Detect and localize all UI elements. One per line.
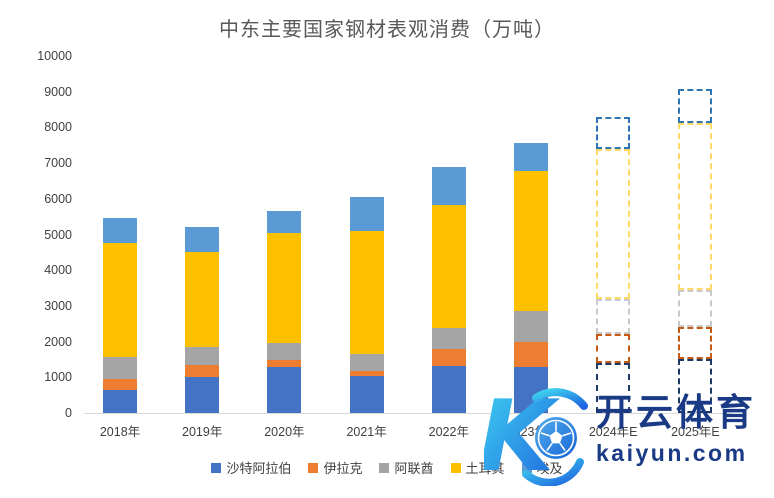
bar-segment xyxy=(267,367,302,413)
bar-segment xyxy=(431,328,466,350)
legend-item: 沙特阿拉伯 xyxy=(211,458,291,477)
y-axis-tick-label: 3000 xyxy=(44,298,72,313)
bar-segment xyxy=(431,365,466,413)
x-axis-tick-label: 2025年E xyxy=(671,425,720,439)
bar-segment xyxy=(514,143,548,171)
legend-item: 埃及 xyxy=(521,458,563,477)
bar-segment xyxy=(678,88,713,123)
legend-item: 阿联酋 xyxy=(379,458,434,477)
bar-segment xyxy=(349,375,384,413)
legend-swatch-icon xyxy=(521,462,532,473)
bar-segment xyxy=(514,311,548,343)
x-axis-tick-label: 2020年 xyxy=(264,425,305,439)
bar-segment xyxy=(514,342,548,367)
bar-segment xyxy=(185,252,220,347)
x-axis-tick-label: 2022年 xyxy=(428,425,469,439)
legend-swatch-icon xyxy=(308,462,319,473)
bar-segment xyxy=(678,289,713,328)
bar-segment xyxy=(514,170,548,312)
x-axis-tick-label: 2018年 xyxy=(99,425,141,439)
plot-area xyxy=(84,56,732,414)
x-axis-tick-label: 2024年E xyxy=(588,425,638,439)
legend-item: 伊拉克 xyxy=(308,458,362,477)
bar-segment xyxy=(267,211,302,234)
bar-segment xyxy=(185,346,220,365)
y-axis-tick-label: 2000 xyxy=(44,334,72,349)
bar-segment xyxy=(431,166,466,205)
bar-segment xyxy=(678,327,713,360)
bar-segment xyxy=(349,353,384,371)
y-axis-tick-label: 6000 xyxy=(44,191,72,206)
bar-segment xyxy=(349,197,384,231)
bar-segment xyxy=(349,230,384,354)
y-axis-tick-label: 9000 xyxy=(44,84,72,99)
x-axis-tick-label: 2023年E xyxy=(506,425,556,439)
y-axis-tick-label: 7000 xyxy=(44,156,72,171)
bar-segment xyxy=(431,204,466,329)
x-axis-tick-label: 2019年 xyxy=(182,425,223,439)
x-axis-tick-label: 2021年 xyxy=(346,425,387,439)
bar-segment xyxy=(267,360,302,368)
bar-segment xyxy=(596,148,631,299)
legend-label: 伊拉克 xyxy=(323,461,363,476)
legend-item: 土耳其 xyxy=(450,458,505,477)
bar-segment xyxy=(596,363,631,413)
legend-label: 阿联酋 xyxy=(394,461,434,476)
bar-segment xyxy=(185,364,220,378)
bar-segment xyxy=(103,356,137,380)
bar-segment xyxy=(596,298,631,335)
bar-segment xyxy=(103,389,137,413)
y-axis-tick-label: 5000 xyxy=(44,227,72,242)
y-axis-tick-label: 10000 xyxy=(37,49,72,63)
bar-segment xyxy=(267,343,302,361)
bar-segment xyxy=(514,366,548,413)
legend-label: 沙特阿拉伯 xyxy=(226,461,292,476)
bar-segment xyxy=(349,370,384,376)
legend-swatch-icon xyxy=(211,462,222,473)
bar-segment xyxy=(431,349,466,366)
y-axis-tick-label: 1000 xyxy=(44,370,72,385)
y-axis-tick-label: 4000 xyxy=(44,263,72,278)
legend-swatch-icon xyxy=(379,462,390,473)
bar-segment xyxy=(267,233,302,344)
chart-title: 中东主要国家钢材表观消费（万吨） xyxy=(219,19,555,41)
legend-swatch-icon xyxy=(450,462,461,473)
bar-segment xyxy=(103,218,137,244)
bar-segment xyxy=(678,122,713,290)
bar-segment xyxy=(596,334,631,364)
y-axis-tick-label: 8000 xyxy=(44,120,72,135)
bar-segment xyxy=(103,379,137,390)
bar-segment xyxy=(678,359,713,413)
chart-legend: 沙特阿拉伯 伊拉克 阿联酋 土耳其 埃及 xyxy=(0,458,774,477)
bar-segment xyxy=(596,116,631,149)
y-axis-tick-label: 0 xyxy=(65,406,72,420)
legend-label: 土耳其 xyxy=(465,461,505,476)
bar-segment xyxy=(103,243,137,357)
bar-segment xyxy=(185,227,220,253)
bar-segment xyxy=(185,377,220,413)
legend-label: 埃及 xyxy=(536,461,563,476)
